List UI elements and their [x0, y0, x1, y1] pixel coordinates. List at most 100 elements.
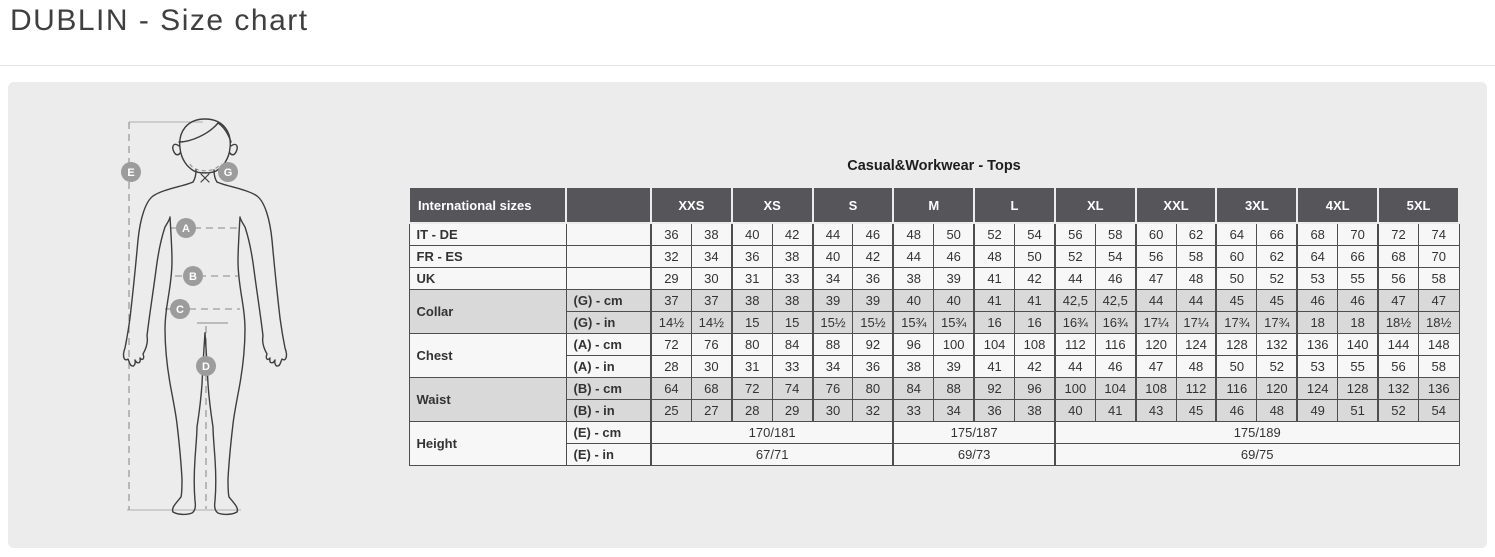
size-value-cell: 50: [1014, 244, 1056, 268]
size-value-cell: 42,5: [1094, 288, 1137, 312]
table-row: (A) - in 28 30 31 33 34 36 38 39 41 42 44 46 47 48 50 52…: [409, 354, 1460, 378]
size-value-cell: 17¼: [1134, 310, 1177, 334]
size-value-cell: 56: [1377, 354, 1419, 378]
table-row: (G) - in 14½ 14½ 15 15 15½ 15½ 15¾ 15¾ 16 16 16¾ 16¾…: [409, 310, 1460, 334]
size-value-cell: 41: [973, 354, 1016, 378]
size-value-cell: 15½: [852, 310, 894, 334]
size-value-cell: 52: [973, 222, 1016, 246]
svg-text:E: E: [127, 167, 134, 179]
size-value-cell: 16: [973, 310, 1016, 334]
size-value-cell: 69/75: [1053, 442, 1460, 466]
size-value-cell: 32: [852, 398, 894, 422]
table-row: Collar (G) - cm 37 37 38 38 39 39 40 40 41 41 42,5 42…: [408, 288, 1460, 334]
neck-cross-mark: [200, 173, 210, 183]
size-value-cell: 17¾: [1256, 310, 1298, 334]
measure-unit-label: (E) - cm: [565, 420, 652, 444]
size-value-cell: 38: [892, 266, 935, 290]
table-row: Chest (A) - cm 72 76 80 84 88 92 96 100 104 108 112 1…: [408, 332, 1460, 378]
size-value-cell: 33: [771, 266, 814, 290]
size-value-cell: 36: [973, 398, 1016, 422]
size-value-cell: 175/187: [892, 420, 1056, 444]
size-value-cell: 40: [1053, 398, 1096, 422]
size-value-cell: 46: [1337, 288, 1379, 312]
size-value-cell: 45: [1256, 288, 1298, 312]
size-value-cell: 18: [1296, 310, 1339, 334]
size-column-header: L: [973, 186, 1056, 224]
size-value-cell: 96: [892, 332, 935, 356]
size-value-cell: 18½: [1417, 310, 1460, 334]
size-value-cell: 29: [649, 266, 692, 290]
measure-unit-label: (E) - in: [565, 442, 652, 466]
size-value-cell: 38: [730, 288, 773, 312]
size-value-cell: 40: [892, 288, 935, 312]
size-value-cell: 42: [1014, 354, 1056, 378]
row-group-label: Height: [408, 420, 567, 466]
collar-line-g: [189, 163, 221, 172]
size-value-cell: 108: [1134, 376, 1177, 400]
size-value-cell: 96: [1014, 376, 1056, 400]
table-row: Height (E) - cm 170/181 175/187 175/189: [408, 420, 1460, 466]
size-value-cell: 15: [730, 310, 773, 334]
size-value-cell: 62: [1175, 222, 1217, 246]
size-value-cell: 17¾: [1215, 310, 1258, 334]
size-value-cell: 53: [1296, 266, 1339, 290]
measure-unit-label: (G) - cm: [565, 288, 652, 312]
size-column-header: XL: [1053, 186, 1137, 224]
size-value-cell: 47: [1377, 288, 1419, 312]
size-value-cell: 38: [690, 222, 733, 246]
size-value-cell: 58: [1094, 222, 1137, 246]
size-value-cell: 30: [690, 266, 733, 290]
size-value-cell: 40: [933, 288, 975, 312]
size-value-cell: 54: [1014, 222, 1056, 246]
size-value-cell: 39: [933, 354, 975, 378]
svg-text:D: D: [202, 361, 210, 373]
size-value-cell: 34: [933, 398, 975, 422]
size-column-header: M: [892, 186, 976, 224]
size-value-cell: 74: [1417, 222, 1460, 246]
badge-e: E: [121, 162, 141, 182]
size-value-cell: 33: [892, 398, 935, 422]
size-value-cell: 48: [1256, 398, 1298, 422]
measure-unit-label: (A) - in: [565, 354, 652, 378]
size-value-cell: 112: [1175, 376, 1217, 400]
size-value-cell: 29: [771, 398, 814, 422]
ear-right: [229, 143, 238, 156]
size-value-cell: 38: [771, 244, 814, 268]
size-value-cell: 64: [1296, 244, 1339, 268]
size-column-header: 3XL: [1215, 186, 1299, 224]
size-value-cell: 124: [1296, 376, 1339, 400]
size-value-cell: 100: [933, 332, 975, 356]
row-group-label: Collar: [408, 288, 567, 334]
table-row: Waist (B) - cm 64 68 72 74 76 80 84 88 92 96 100 104 1…: [408, 376, 1460, 422]
size-value-cell: 14½: [649, 310, 692, 334]
size-value-cell: 52: [1053, 244, 1096, 268]
size-value-cell: 104: [1094, 376, 1137, 400]
size-value-cell: 15¾: [892, 310, 935, 334]
size-value-cell: 92: [973, 376, 1016, 400]
row-group-label: IT - DE: [408, 222, 567, 246]
size-value-cell: 40: [811, 244, 854, 268]
size-value-cell: 34: [690, 244, 733, 268]
measure-unit-label: [565, 222, 652, 246]
size-value-cell: 50: [933, 222, 975, 246]
size-value-cell: 54: [1417, 398, 1460, 422]
row-group-label: UK: [408, 266, 567, 290]
size-value-cell: 44: [811, 222, 854, 246]
size-value-cell: 42,5: [1053, 288, 1096, 312]
size-value-cell: 116: [1094, 332, 1137, 356]
size-value-cell: 45: [1215, 288, 1258, 312]
size-value-cell: 70: [1337, 222, 1379, 246]
size-value-cell: 76: [811, 376, 854, 400]
size-value-cell: 120: [1134, 332, 1177, 356]
size-value-cell: 16: [1014, 310, 1056, 334]
size-value-cell: 30: [690, 354, 733, 378]
measure-unit-label: (A) - cm: [565, 332, 652, 356]
size-column-header: XXL: [1134, 186, 1218, 224]
size-value-cell: 52: [1256, 354, 1298, 378]
size-value-cell: 46: [852, 222, 894, 246]
size-value-cell: 32: [649, 244, 692, 268]
size-value-cell: 16¾: [1094, 310, 1137, 334]
size-value-cell: 42: [1014, 266, 1056, 290]
size-value-cell: 132: [1377, 376, 1419, 400]
size-value-cell: 136: [1296, 332, 1339, 356]
